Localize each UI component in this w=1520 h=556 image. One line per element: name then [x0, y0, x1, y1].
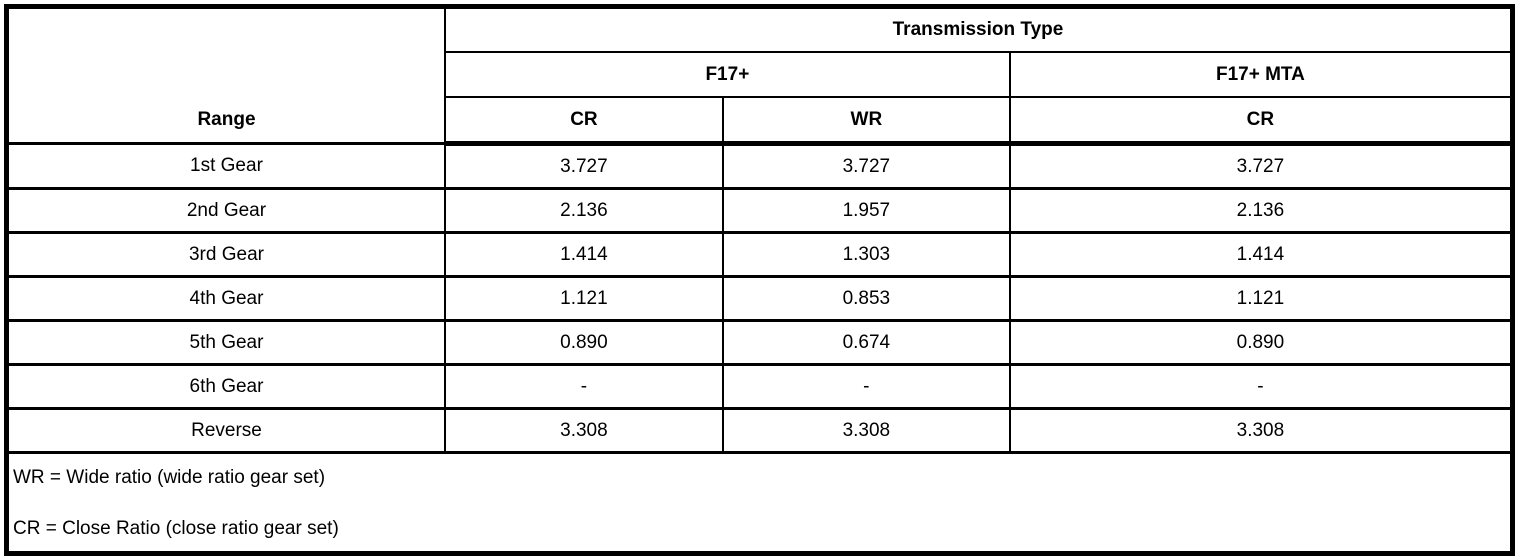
ratio-cell: 3.727	[1008, 142, 1514, 190]
ratio-cell: 3.308	[721, 407, 1011, 454]
group-header-f17-mta: F17+ MTA	[1008, 51, 1514, 98]
ratio-cell: 0.674	[721, 319, 1011, 366]
ratio-cell: 0.853	[721, 275, 1011, 322]
ratio-cell: 1.121	[443, 275, 724, 322]
ratio-cell: 3.727	[443, 142, 724, 190]
range-cell: 6th Gear	[5, 363, 446, 410]
range-cell: 1st Gear	[5, 142, 446, 190]
footnote-row: WR = Wide ratio (wide ratio gear set) CR…	[5, 451, 1514, 555]
range-column-header: Range	[5, 5, 446, 145]
ratio-cell: 1.414	[443, 231, 724, 278]
table-row-4th-gear: 4th Gear 1.121 0.853 1.121	[5, 275, 1514, 322]
sub-header-wr: WR	[721, 96, 1011, 146]
table-row-reverse: Reverse 3.308 3.308 3.308	[5, 407, 1514, 454]
ratio-cell: -	[1008, 363, 1514, 410]
header-row-ratio-types: CR WR CR	[7, 96, 1514, 146]
sub-header-cr-2: CR	[1008, 96, 1514, 146]
table-row-1st-gear: 1st Gear 3.727 3.727 3.727	[5, 142, 1514, 190]
table-row-6th-gear: 6th Gear - - -	[5, 363, 1514, 410]
range-cell: Reverse	[5, 407, 446, 454]
transmission-type-header: Transmission Type	[443, 5, 1514, 53]
table-row-2nd-gear: 2nd Gear 2.136 1.957 2.136	[5, 187, 1514, 234]
ratio-cell: 1.121	[1008, 275, 1514, 322]
ratio-cell: 3.727	[721, 142, 1011, 190]
ratio-cell: 0.890	[443, 319, 724, 366]
ratio-cell: 3.308	[1008, 407, 1514, 454]
header-row-groups: F17+ F17+ MTA	[7, 51, 1514, 98]
range-cell: 2nd Gear	[5, 187, 446, 234]
table-row-5th-gear: 5th Gear 0.890 0.674 0.890	[5, 319, 1514, 366]
ratio-cell: 0.890	[1008, 319, 1514, 366]
footnote-wr: WR = Wide ratio (wide ratio gear set)	[13, 467, 326, 488]
ratio-cell: 2.136	[1008, 187, 1514, 234]
document-page: Range Transmission Type F17+ F17+ MTA CR…	[4, 4, 1515, 556]
ratio-cell: 2.136	[443, 187, 724, 234]
footnote-cell: WR = Wide ratio (wide ratio gear set) CR…	[5, 451, 1514, 555]
ratio-cell: -	[721, 363, 1011, 410]
table-row-3rd-gear: 3rd Gear 1.414 1.303 1.414	[5, 231, 1514, 278]
sub-header-cr-1: CR	[443, 96, 724, 146]
gear-ratio-table: Range Transmission Type F17+ F17+ MTA CR…	[4, 4, 1515, 556]
group-header-f17: F17+	[443, 51, 1011, 98]
range-cell: 3rd Gear	[5, 231, 446, 278]
ratio-cell: -	[443, 363, 724, 410]
footnotes: WR = Wide ratio (wide ratio gear set) CR…	[10, 456, 1509, 551]
ratio-cell: 1.414	[1008, 231, 1514, 278]
range-cell: 4th Gear	[5, 275, 446, 322]
footnote-cr: CR = Close Ratio (close ratio gear set)	[13, 518, 339, 539]
range-cell: 5th Gear	[5, 319, 446, 366]
header-row-transmission-type: Range Transmission Type	[5, 5, 1514, 145]
ratio-cell: 1.957	[721, 187, 1011, 234]
ratio-cell: 1.303	[721, 231, 1011, 278]
ratio-cell: 3.308	[443, 407, 724, 454]
